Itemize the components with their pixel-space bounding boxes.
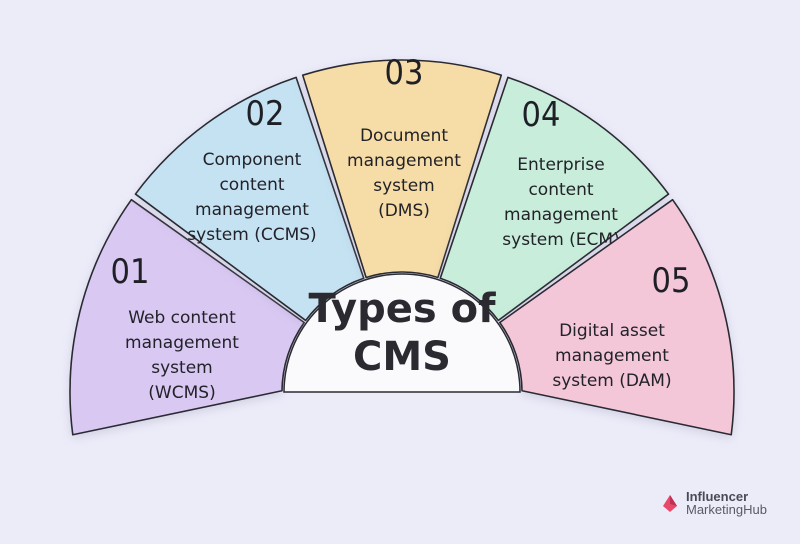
influencer-marketing-hub-icon [663,495,677,512]
segment-01-label-line: system [151,358,212,378]
segment-02-label-line: content [219,175,284,195]
segment-shape-02 [134,76,365,322]
segment-01-label-line: (WCMS) [148,383,215,403]
segment-shape-05 [499,198,735,436]
segment-shape-04 [439,76,670,322]
brand-line-2: MarketingHub [686,502,767,517]
segment-03-label-line: (DMS) [378,201,430,221]
segment-shape-01 [69,198,305,436]
segment-03-label-line: Document [360,126,448,146]
segment-01-label-line: management [125,333,239,353]
segment-number-04: 04 [522,95,561,135]
center-semicircle [283,273,521,393]
segment-number-01: 01 [111,252,150,292]
segment-number-05: 05 [652,261,691,301]
segment-03: 03 Document management system (DMS) [301,53,503,279]
segment-03-label-line: management [347,151,461,171]
segment-03-label-line: system [373,176,434,196]
segment-01-label-line: Web content [128,308,236,328]
brand-line-1: Influencer [686,489,749,504]
segment-02-label-line: system (CCMS) [187,225,316,245]
segment-02: 02 Component content management system (CCMS… [134,76,365,322]
segment-05: 05 Digital asset management system (DAM) [499,198,735,436]
segment-05-label-line: management [555,346,669,366]
segment-number-03: 03 [385,53,424,93]
center-title-line-2: CMS [353,334,451,380]
segment-number-02: 02 [246,94,285,134]
segment-04-label-line: content [528,180,593,200]
center-title-line-1: Types of [309,286,497,332]
center-circle: Types of CMS [283,273,521,393]
segment-02-label-line: management [195,200,309,220]
segment-05-label-line: system (DAM) [552,371,671,391]
segment-shape-03 [301,59,503,279]
segment-04-label-line: management [504,205,618,225]
segment-04-label-line: system (ECM) [502,230,619,250]
segment-01: 01 Web content management system (WCMS) [69,198,305,436]
segment-04-label-line: Enterprise [517,155,604,175]
segments-layer: 01 Web content management system (WCMS) 02 Com… [69,53,735,436]
brand-logo: Influencer MarketingHub [659,488,767,518]
segment-04: 04 Enterprise content management system (ECM… [439,76,670,322]
segment-05-label-line: Digital asset [559,321,665,341]
segment-02-label-line: Component [203,150,302,170]
